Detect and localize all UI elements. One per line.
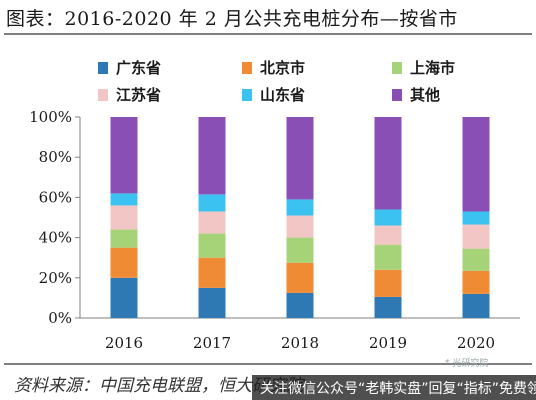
legend-swatch: [98, 89, 108, 101]
bar-segment: [110, 117, 138, 194]
legend-label: 其他: [410, 86, 440, 104]
watermark-banner: [252, 375, 536, 400]
legend-swatch: [392, 62, 402, 74]
chart-x-labels: 2016 2017 2018 2019 2020: [105, 334, 495, 352]
legend-label: 山东省: [260, 86, 305, 104]
bar-segment: [374, 244, 402, 270]
bar-segment: [374, 296, 402, 318]
legend-swatch: [242, 89, 252, 101]
chart-axes: 0% 20% 40% 60% 80% 100%: [29, 108, 520, 327]
source-divider: [4, 363, 532, 365]
bar-segment: [110, 193, 138, 206]
bar-segment: [110, 247, 138, 278]
bar-segment: [462, 293, 490, 318]
x-tick-label: 2020: [457, 334, 495, 352]
title-divider: [4, 33, 532, 35]
bar-segment: [110, 229, 138, 248]
bar-segment: [286, 237, 314, 263]
y-tick-label: 100%: [29, 108, 72, 126]
bar-segment: [286, 262, 314, 293]
bar-segment: [286, 292, 314, 318]
source-note: 资料来源：中国充电联盟，恒大研究院: [14, 376, 303, 396]
legend-label: 北京市: [260, 59, 305, 77]
bar-segment: [198, 194, 226, 212]
bar-segment: [286, 117, 314, 200]
bar-segment: [462, 117, 490, 212]
bar-segment: [198, 233, 226, 258]
watermark-text: 关注微信公众号“老韩实盘”回复“指标”免费领: [260, 381, 536, 397]
x-tick-label: 2017: [193, 334, 231, 352]
legend-swatch: [98, 62, 108, 74]
faint-watermark: * 光研究院: [445, 359, 489, 369]
bar-segment: [374, 209, 402, 226]
chart-bars: [110, 117, 490, 318]
bar-segment: [198, 257, 226, 288]
x-tick-label: 2016: [105, 334, 143, 352]
bar-segment: [462, 224, 490, 249]
bar-segment: [198, 211, 226, 234]
bar-segment: [374, 117, 402, 210]
bar-segment: [462, 248, 490, 271]
bar-segment: [198, 117, 226, 195]
bar-segment: [198, 287, 226, 318]
bar-segment: [374, 269, 402, 297]
bar-segment: [110, 205, 138, 230]
y-tick-label: 80%: [39, 148, 72, 166]
y-tick-label: 60%: [39, 188, 72, 206]
legend-swatch: [392, 89, 402, 101]
y-tick-label: 0%: [48, 309, 72, 327]
bar-segment: [286, 199, 314, 216]
y-tick-label: 40%: [39, 229, 72, 247]
legend-swatch: [242, 62, 252, 74]
x-tick-label: 2019: [369, 334, 407, 352]
legend-label: 江苏省: [116, 86, 161, 104]
chart-title: 图表：2016-2020 年 2 月公共充电桩分布—按省市: [6, 8, 458, 30]
legend-label: 上海市: [410, 59, 455, 77]
bar-segment: [286, 215, 314, 238]
y-tick-label: 20%: [39, 269, 72, 287]
legend-label: 广东省: [116, 59, 161, 77]
bar-segment: [374, 225, 402, 245]
bar-segment: [462, 211, 490, 225]
bar-segment: [462, 270, 490, 294]
bar-segment: [110, 277, 138, 318]
x-tick-label: 2018: [281, 334, 319, 352]
